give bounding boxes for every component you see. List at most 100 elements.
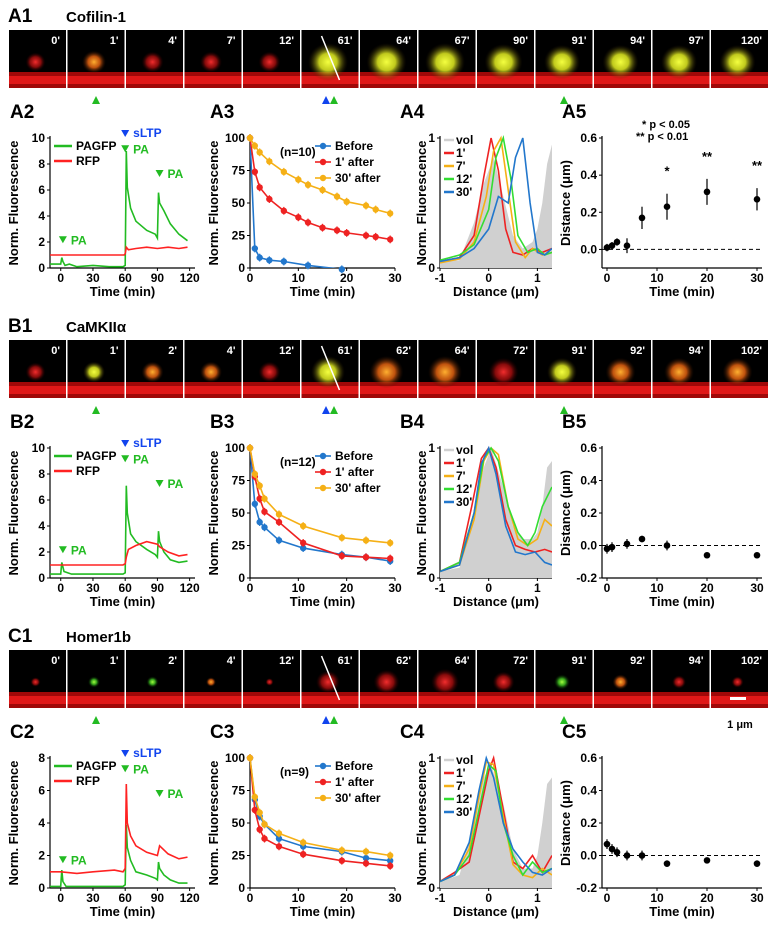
x-tick-label: 20	[340, 581, 354, 595]
spine-head	[30, 677, 41, 687]
dendrite-core	[67, 76, 125, 84]
legend-label: 7'	[456, 779, 466, 793]
timelapse-frame: 64'	[360, 30, 417, 88]
y-axis-label: Norm. Fluorescence	[414, 141, 429, 266]
dendrite-core	[418, 386, 476, 394]
frame-time: 12'	[279, 345, 294, 357]
timelapse-frame: 94'	[652, 650, 710, 708]
y-tick-label: 75	[232, 474, 246, 488]
legend-label: 30'	[456, 805, 472, 819]
x-tick-label: 20	[700, 271, 714, 285]
y-tick-label: 0	[238, 571, 245, 585]
data-point	[251, 806, 259, 814]
frame-time: 92'	[630, 345, 645, 357]
spine-head	[722, 357, 753, 387]
frame-time: 67'	[455, 35, 470, 47]
data-point	[261, 835, 268, 842]
pa-arrow	[155, 170, 164, 177]
data-point	[338, 552, 346, 560]
data-point	[333, 193, 341, 200]
x-axis-label: Distance (μm)	[453, 594, 539, 609]
x-axis-label: Time (min)	[649, 904, 715, 919]
spine-head	[484, 43, 523, 81]
timelapse-frame: 61'	[301, 30, 359, 88]
pa-arrow	[92, 406, 100, 414]
y-tick-label: 0	[238, 881, 245, 895]
x-tick-label: 30	[388, 891, 402, 905]
y-tick-label: 0.4	[580, 474, 597, 488]
legend-label: Before	[335, 139, 373, 153]
frame-time: 61'	[338, 35, 353, 47]
spine-head	[141, 361, 164, 383]
frame-time: 62'	[396, 345, 411, 357]
y-axis-label: Norm. Fluorescence	[206, 761, 221, 886]
pa-label: PA	[133, 452, 149, 466]
timelapse-frame: 1'	[67, 340, 125, 398]
y-tick-label: 0.2	[580, 506, 597, 520]
spine-head	[547, 357, 577, 387]
data-point	[623, 540, 631, 548]
data-point	[280, 258, 288, 265]
timelapse-frame: 67'	[418, 30, 476, 88]
timelapse-frame: 62'	[360, 340, 417, 398]
data-point	[275, 511, 283, 518]
y-axis-label: Distance (μm)	[558, 470, 573, 556]
x-tick-label: 30	[86, 891, 100, 905]
y-tick-label: 0.0	[580, 242, 597, 256]
frame-time: 0'	[51, 655, 60, 667]
series-line	[50, 245, 188, 256]
legend-label: 1'	[456, 146, 466, 160]
data-point	[362, 554, 370, 561]
data-point	[251, 168, 259, 175]
pa-arrow	[58, 856, 67, 864]
legend-label: 30'	[456, 185, 472, 199]
frame-time: 4'	[227, 655, 236, 667]
x-tick-label: 0	[485, 891, 492, 905]
frame-time: 61'	[338, 655, 353, 667]
legend-label: 12'	[456, 482, 472, 496]
dendrite-core	[126, 386, 183, 394]
dendrite-core	[594, 386, 651, 394]
frame-time: 91'	[572, 655, 587, 667]
profile-line	[440, 137, 552, 263]
dendrite-core	[9, 696, 66, 704]
y-tick-label: 8	[38, 467, 45, 481]
x-tick-label: 120	[180, 581, 200, 595]
sltp-label: sLTP	[133, 436, 161, 450]
data-point	[608, 845, 616, 853]
y-tick-label: 0.6	[580, 441, 597, 455]
dendrite-core	[535, 696, 593, 704]
data-point	[266, 158, 273, 165]
spine-head	[82, 50, 106, 74]
data-point	[275, 518, 283, 526]
x-axis-label: Time (min)	[90, 284, 156, 299]
timelapse-frame: 72'	[477, 650, 534, 708]
x-tick-label: 120	[180, 891, 200, 905]
data-point	[251, 793, 259, 801]
y-tick-label: 10	[32, 131, 46, 145]
data-point	[386, 555, 394, 562]
n-annotation: (n=12)	[280, 455, 316, 469]
dendrite-core	[535, 386, 593, 394]
timelapse-frame: 92'	[594, 650, 651, 708]
data-point	[386, 852, 394, 859]
x-tick-label: 20	[340, 271, 354, 285]
y-tick-label: 0	[38, 881, 45, 895]
data-point	[266, 257, 273, 264]
spine-head	[664, 357, 694, 387]
data-point	[386, 236, 394, 243]
data-point	[362, 860, 370, 867]
pa-arrow	[560, 406, 568, 414]
x-tick-label: 0	[57, 891, 64, 905]
pa-arrow	[330, 96, 338, 104]
data-point	[362, 854, 370, 862]
y-tick-label: 25	[232, 539, 246, 553]
x-tick-label: 1	[534, 891, 541, 905]
data-point	[372, 206, 379, 213]
y-tick-label: 4	[38, 816, 45, 830]
x-axis-label: Time (min)	[90, 594, 156, 609]
frame-time: 12'	[279, 655, 294, 667]
data-point	[256, 149, 263, 156]
